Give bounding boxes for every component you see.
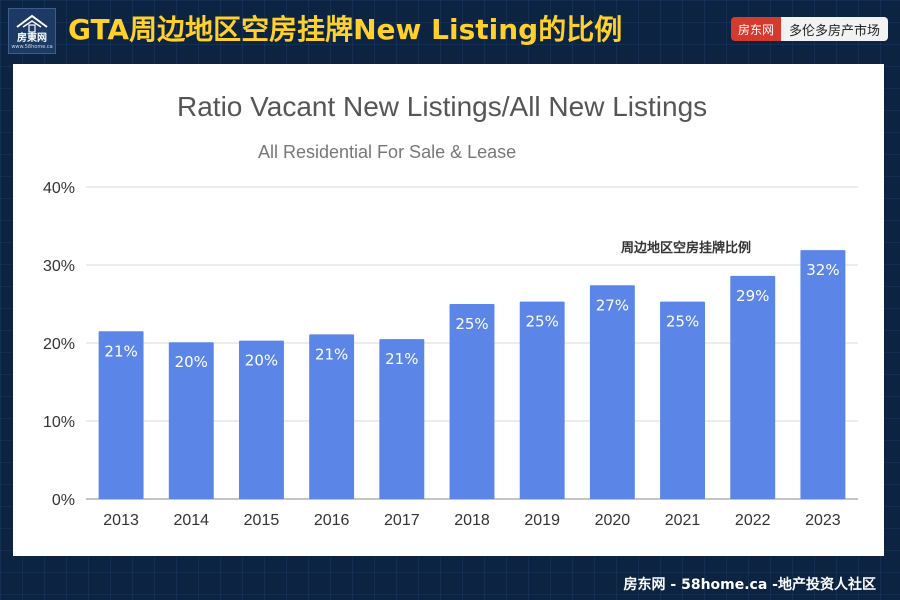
x-axis: 2013 2014 2015 2016 2017 2018 2019 2020 2021 2022…: [103, 512, 841, 529]
bar-2018: [449, 304, 495, 499]
site-logo: 房東网 www.58home.ca: [8, 8, 56, 54]
x-tick-label-2023: 2023: [805, 512, 841, 529]
data-label-2015: 20%: [245, 352, 278, 370]
y-tick-label: 40%: [43, 180, 75, 197]
bar-2023: [800, 250, 846, 499]
brand-tag: 房东网: [730, 17, 781, 41]
data-label-2017: 21%: [385, 350, 418, 368]
brand-badge: 房东网 多伦多房产市场: [730, 17, 888, 41]
chart-card: Ratio Vacant New Listings/All New Listin…: [13, 64, 884, 556]
x-tick-label-2021: 2021: [665, 512, 701, 529]
bar-2015: [238, 340, 284, 499]
data-label-2019: 25%: [526, 313, 559, 331]
bars: [98, 250, 846, 499]
y-tick-label: 20%: [43, 336, 75, 353]
x-tick-label-2018: 2018: [454, 512, 490, 529]
x-tick-label-2014: 2014: [173, 512, 209, 529]
data-label-2018: 25%: [455, 315, 488, 333]
chart-subtitle: All Residential For Sale & Lease: [258, 142, 516, 162]
page-title: GTA周边地区空房挂牌New Listing的比例: [68, 13, 623, 46]
brand-text: 多伦多房产市场: [780, 17, 888, 41]
data-label-2016: 21%: [315, 345, 348, 363]
bar-chart: Ratio Vacant New Listings/All New Listin…: [43, 91, 858, 529]
x-tick-label-2017: 2017: [384, 512, 420, 529]
logo-subtext: www.58home.ca: [11, 44, 53, 50]
y-tick-label: 30%: [43, 258, 75, 275]
y-axis: 0% 10% 20% 30% 40%: [43, 180, 75, 509]
bar-2022: [730, 275, 776, 499]
bar-2019: [519, 301, 565, 499]
chart-title: Ratio Vacant New Listings/All New Listin…: [177, 91, 707, 122]
y-tick-label: 0%: [52, 492, 75, 509]
bar-2016: [309, 334, 355, 499]
bar-2013: [98, 331, 144, 499]
bar-2020: [589, 285, 635, 499]
logo-text: 房東网: [17, 33, 47, 44]
bar-2017: [379, 339, 425, 499]
header-bar: 房東网 www.58home.ca GTA周边地区空房挂牌New Listing…: [0, 0, 900, 62]
x-tick-label-2015: 2015: [244, 512, 280, 529]
data-label-2014: 20%: [175, 353, 208, 371]
x-tick-label-2020: 2020: [595, 512, 631, 529]
data-label-2022: 29%: [736, 287, 769, 305]
data-label-2020: 27%: [596, 296, 629, 314]
data-label-2023: 32%: [806, 261, 839, 279]
bar-2021: [660, 301, 706, 499]
y-tick-label: 10%: [43, 414, 75, 431]
data-label-2021: 25%: [666, 313, 699, 331]
data-labels: 21% 20% 20% 21% 21% 25% 25% 27% 25% 29% 32%: [104, 261, 839, 371]
footer-text: 房东网 - 58home.ca -地产投资人社区: [623, 577, 876, 593]
x-tick-label-2019: 2019: [524, 512, 560, 529]
x-tick-label-2013: 2013: [103, 512, 139, 529]
data-label-2013: 21%: [104, 342, 137, 360]
chart-annotation: 周边地区空房挂牌比例: [621, 240, 751, 256]
bar-2014: [168, 342, 214, 499]
house-icon: [16, 14, 48, 33]
x-tick-label-2022: 2022: [735, 512, 771, 529]
x-tick-label-2016: 2016: [314, 512, 350, 529]
